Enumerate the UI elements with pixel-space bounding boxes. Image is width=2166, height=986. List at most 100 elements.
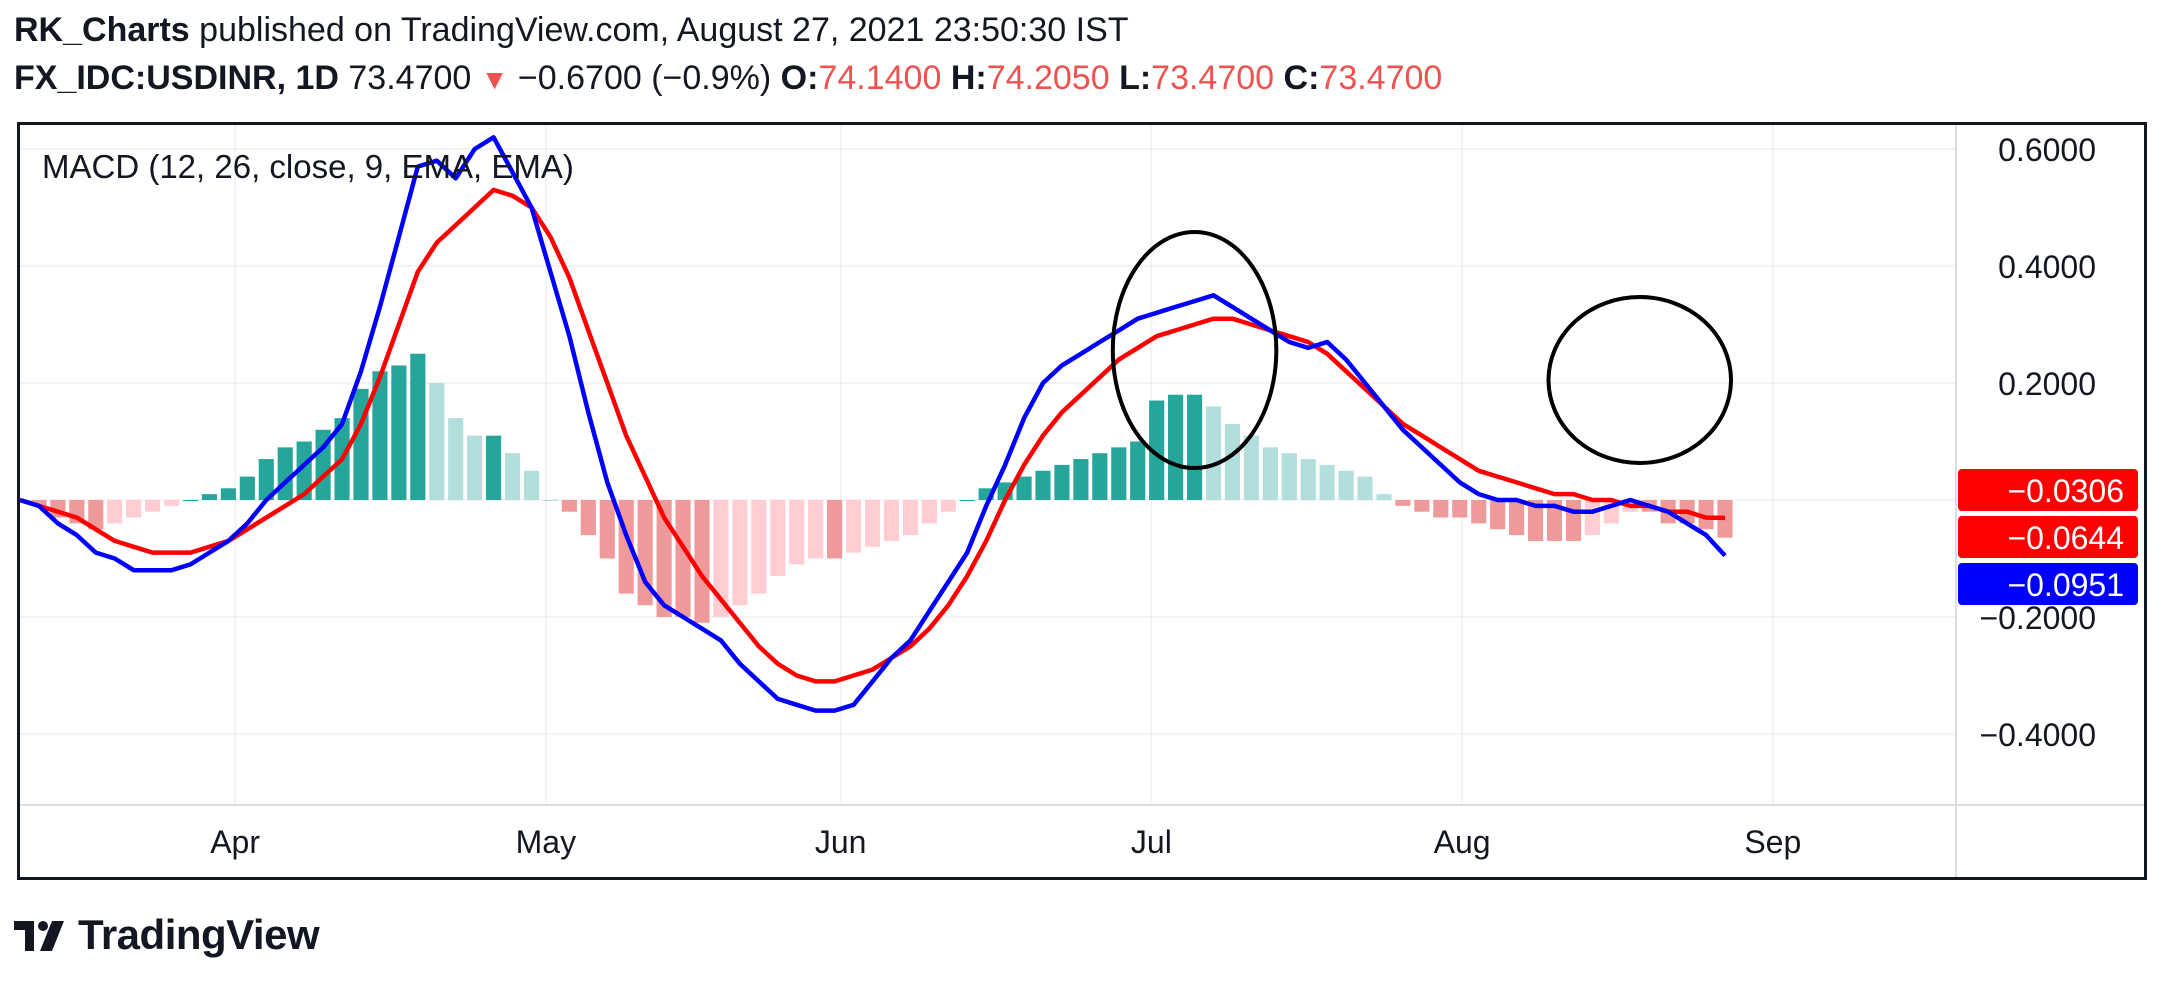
histogram-bar: [789, 500, 805, 565]
histogram-bar: [1527, 500, 1544, 541]
histogram-bar: [940, 500, 956, 512]
histogram-bar: [1471, 500, 1487, 524]
histogram-bar: [1452, 500, 1468, 518]
histogram-bar: [808, 500, 824, 559]
histogram-bar: [31, 500, 47, 506]
histogram-bar: [599, 500, 615, 559]
grid-lines: [20, 125, 2144, 877]
histogram-bar: [1546, 500, 1563, 541]
histogram-bar: [751, 500, 767, 594]
histogram-bar: [1357, 476, 1373, 500]
histogram-bar: [1698, 500, 1714, 530]
histogram-bar: [1509, 500, 1525, 536]
macd-chart[interactable]: 0.6000 0.4000 0.2000 −0.2000 −0.4000 Apr May Ju…: [20, 125, 2144, 877]
value-label-bg: [1958, 469, 2138, 511]
histogram-bar: [467, 435, 483, 500]
histogram-bar: [1035, 470, 1051, 500]
symbol-label: FX_IDC:USDINR, 1D: [14, 59, 339, 97]
histogram-bar: [126, 500, 142, 518]
histogram-bar: [258, 459, 274, 500]
low-label: L:: [1119, 59, 1152, 97]
histogram-bar: [883, 500, 900, 541]
x-tick-label: Apr: [210, 824, 260, 860]
histogram-bar: [902, 500, 918, 536]
histogram-bar: [1414, 500, 1430, 512]
histogram-bar: [1054, 464, 1070, 500]
close-value: 73.4700: [1319, 59, 1443, 97]
high-label: H:: [950, 59, 987, 97]
histogram-bar: [978, 488, 994, 500]
y-tick-label: 0.6000: [1998, 132, 2096, 168]
histogram-bar: [561, 500, 577, 512]
author-name[interactable]: RK_Charts: [14, 11, 190, 49]
high-value: 74.2050: [986, 59, 1110, 97]
value-label-text: −0.0644: [2007, 520, 2124, 556]
histogram-bar: [1168, 394, 1184, 500]
histogram-bar: [1111, 447, 1127, 500]
annotation-ellipse: [1110, 230, 1279, 470]
histogram-bar: [1224, 423, 1241, 500]
histogram-bar: [277, 447, 293, 500]
histogram-bar: [1717, 500, 1733, 538]
macd-line: [20, 135, 1727, 713]
x-tick-label: Jul: [1131, 824, 1172, 860]
histogram-bar: [694, 500, 710, 623]
histogram-bar: [107, 500, 123, 524]
histogram-bar: [864, 500, 881, 547]
value-label-text: −0.0951: [2007, 567, 2124, 603]
value-label: −0.0644: [1958, 516, 2138, 558]
histogram-bar: [675, 500, 691, 617]
chart-frame: [17, 122, 2147, 880]
histogram-bar: [448, 418, 464, 500]
x-tick-label: Aug: [1434, 824, 1491, 860]
histogram-bar: [239, 476, 255, 500]
histogram-bar: [504, 453, 521, 500]
histogram-bar: [921, 500, 937, 524]
value-label-text: −0.0306: [2007, 473, 2124, 509]
value-label-bg: [1958, 563, 2138, 605]
low-value: 73.4700: [1151, 59, 1275, 97]
open-value: 74.1400: [818, 59, 942, 97]
logo-text: TradingView: [78, 911, 320, 958]
x-tick-label: Sep: [1744, 824, 1801, 860]
indicator-legend[interactable]: MACD (12, 26, close, 9, EMA, EMA): [42, 148, 574, 185]
axis-labels: 0.6000 0.4000 0.2000 −0.2000 −0.4000 Apr May Ju…: [210, 132, 2096, 860]
x-tick-label: Jun: [815, 824, 867, 860]
published-text: published on TradingView.com, August 27,…: [199, 11, 1129, 49]
histogram-bar: [656, 500, 672, 617]
value-label: −0.0951: [1958, 563, 2138, 605]
histogram-bar: [713, 500, 729, 617]
histogram-bar: [1092, 453, 1108, 500]
histogram-bar: [1433, 500, 1449, 518]
histogram-bar: [1565, 500, 1582, 541]
histogram-bar: [1584, 500, 1600, 536]
histogram-bar: [845, 500, 862, 553]
histogram-bar: [1376, 494, 1392, 500]
histogram-bar: [770, 500, 786, 577]
histogram-bar: [732, 500, 748, 606]
histogram-bar: [296, 441, 312, 500]
publish-line: RK_Charts published on TradingView.com, …: [14, 10, 1129, 50]
histogram-bar: [580, 500, 596, 536]
value-labels: −0.0306 −0.0644 −0.0951: [1958, 469, 2138, 605]
histogram-bar: [1243, 435, 1259, 500]
histogram-bar: [637, 500, 653, 606]
annotation-ellipse: [1546, 295, 1733, 465]
histogram-bar: [145, 500, 161, 512]
histogram-bar: [372, 371, 388, 500]
histogram-bar: [1130, 441, 1146, 500]
histogram-bar: [827, 500, 843, 559]
signal-line: [20, 187, 1726, 684]
histogram-bar: [1300, 459, 1316, 500]
histogram-bar: [1205, 406, 1222, 500]
histogram-bar: [1319, 464, 1335, 500]
histogram-bar: [1149, 400, 1165, 500]
x-tick-label: May: [516, 824, 576, 860]
down-arrow-icon: ▼: [480, 64, 509, 95]
histogram-bar: [1281, 453, 1297, 500]
last-price: 73.4700: [348, 59, 472, 97]
tradingview-logo[interactable]: TradingView: [14, 910, 320, 960]
histogram-bar: [163, 500, 180, 506]
macd-lines: [20, 135, 1727, 713]
histogram-bar: [1262, 447, 1278, 500]
